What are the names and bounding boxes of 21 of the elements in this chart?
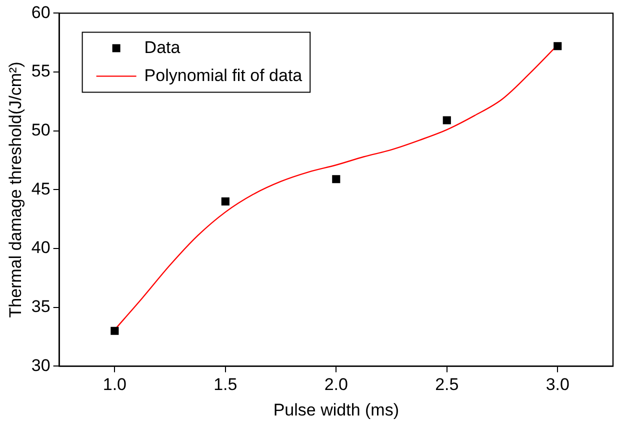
- point: [110, 326, 119, 335]
- y-tick-label: 55: [31, 62, 50, 81]
- y-tick-label: 60: [31, 2, 50, 22]
- point: [221, 197, 230, 206]
- x-axis-title: Pulse width (ms): [273, 400, 399, 420]
- y-axis-title: Thermal damage threshold(J/cm²): [6, 62, 25, 318]
- y-tick-label: 30: [31, 356, 50, 375]
- y-tick-label: 40: [31, 238, 50, 258]
- point: [332, 175, 340, 184]
- x-tick-label: 2.0: [324, 375, 348, 394]
- legend-label: Data: [144, 38, 181, 57]
- point: [442, 116, 451, 124]
- x-tick-label: 1.5: [214, 375, 238, 394]
- point: [554, 42, 562, 50]
- x-tick-label: 3.0: [546, 375, 570, 394]
- y-tick-label: 35: [31, 297, 50, 316]
- y-tick-label: 45: [31, 179, 50, 198]
- legend-label: Polynomial fit of data: [144, 66, 303, 85]
- x-tick-label: 1.0: [102, 375, 126, 394]
- x-tick-label: 2.5: [435, 375, 459, 394]
- y-tick-label: 50: [31, 120, 50, 140]
